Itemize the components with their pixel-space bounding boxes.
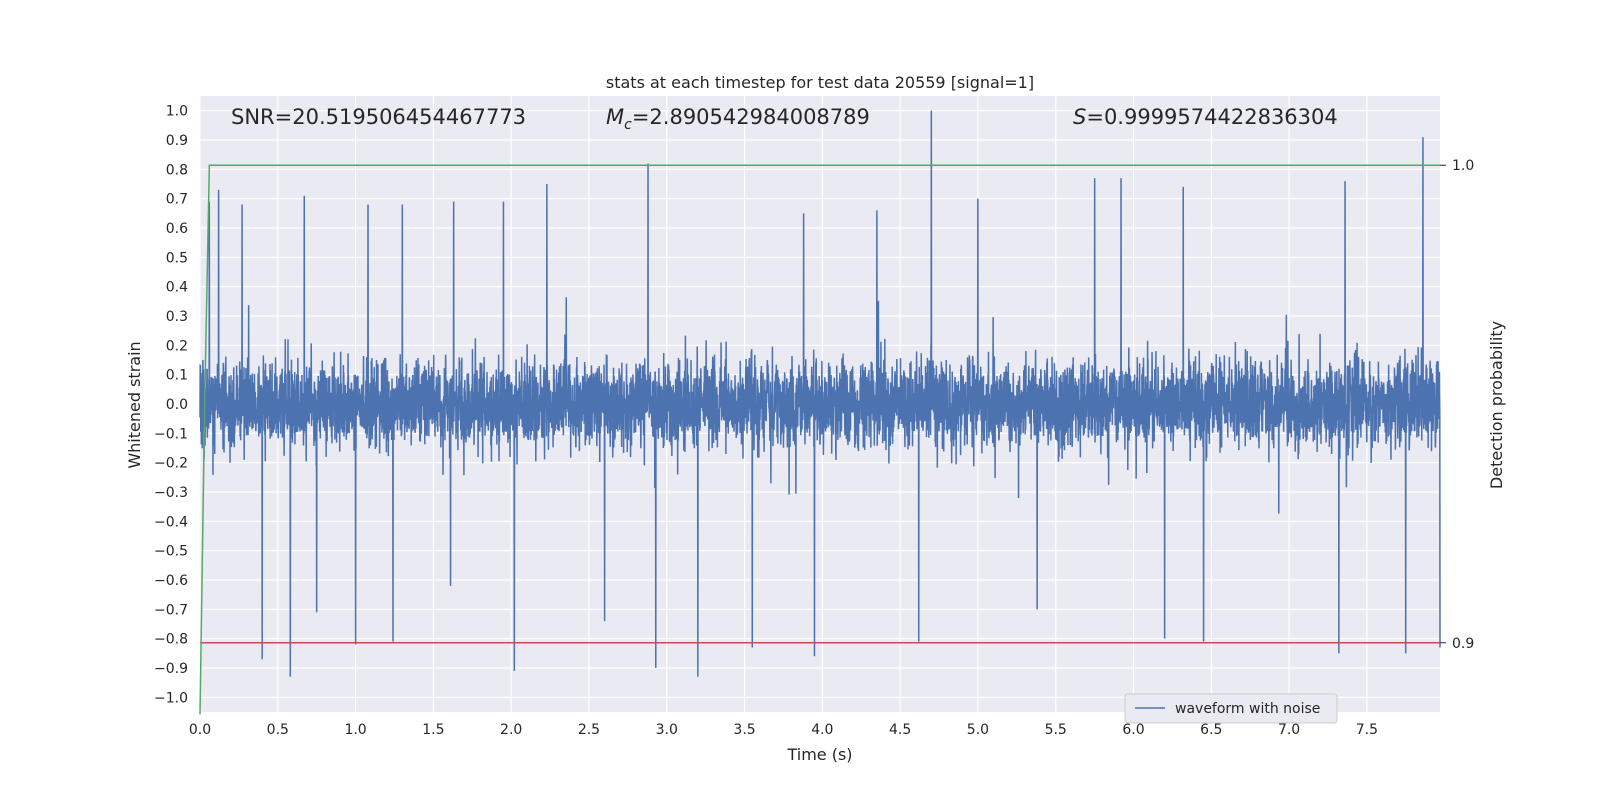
y-tick-label: −0.8 xyxy=(154,632,188,648)
y2-tick-label: 0.9 xyxy=(1452,636,1474,652)
x-tick-label: 6.5 xyxy=(1200,722,1222,738)
x-tick-label: 4.5 xyxy=(889,722,911,738)
y-tick-label: 0.7 xyxy=(166,192,188,208)
x-tick-label: 1.0 xyxy=(344,722,366,738)
chirp-mass-symbol: M xyxy=(606,105,624,129)
legend-box xyxy=(1124,693,1338,724)
y-tick-label: 0.6 xyxy=(166,221,188,237)
series-layer xyxy=(199,110,1441,715)
x-tick-label: 4.0 xyxy=(811,722,833,738)
y-tick-label: 0.1 xyxy=(166,368,188,384)
y2-axis-ticks: 1.0 0.9 xyxy=(1440,158,1474,652)
y-tick-label: 0.2 xyxy=(166,338,188,354)
legend-label-waveform: waveform with noise xyxy=(1175,701,1320,717)
x-tick-label: 2.5 xyxy=(578,722,600,738)
series-waveform-with-noise xyxy=(199,110,1441,677)
x-tick-label: 5.5 xyxy=(1045,722,1067,738)
y-tick-label: 0.5 xyxy=(166,250,188,266)
chirp-mass-annotation: Mc=2.890542984008789 xyxy=(606,105,870,133)
y2-axis-label: Detection probability xyxy=(1487,321,1506,489)
s-annotation: S=0.9999574422836304 xyxy=(1073,105,1338,129)
y2-tick-label: 1.0 xyxy=(1452,158,1474,174)
y-tick-label: −0.3 xyxy=(154,485,188,501)
y-axis-label: Whitened strain xyxy=(125,341,144,468)
x-tick-label: 0.0 xyxy=(189,722,211,738)
y-tick-label: −0.9 xyxy=(154,661,188,677)
chart-title: stats at each timestep for test data 205… xyxy=(606,73,1034,92)
x-axis-label: Time (s) xyxy=(786,745,852,764)
x-axis-ticks: 0.0 0.5 1.0 1.5 2.0 2.5 3.0 3.5 4.0 4.5 5.0 5.5 6.0 6… xyxy=(189,722,1378,738)
y-tick-label: 0.3 xyxy=(166,309,188,325)
y-tick-label: 0.9 xyxy=(166,133,188,149)
y-tick-label: −1.0 xyxy=(154,690,188,706)
x-tick-label: 6.0 xyxy=(1122,722,1144,738)
x-tick-label: 0.5 xyxy=(267,722,289,738)
s-value: =0.9999574422836304 xyxy=(1086,105,1337,129)
y-tick-label: −0.1 xyxy=(154,426,188,442)
legend: waveform with noise xyxy=(1124,693,1338,724)
y-tick-label: −0.7 xyxy=(154,602,188,618)
y-tick-label: −0.4 xyxy=(154,514,188,530)
y-tick-label: 0.4 xyxy=(166,280,188,296)
y-tick-label: 1.0 xyxy=(166,104,188,120)
y-tick-label: −0.5 xyxy=(154,544,188,560)
y-tick-label: −0.6 xyxy=(154,573,188,589)
x-tick-label: 2.0 xyxy=(500,722,522,738)
y-axis-ticks: 1.0 0.9 0.8 0.7 0.6 0.5 0.4 0.3 0.2 0.1 0.0 −0.1 −0.… xyxy=(154,104,188,707)
x-tick-label: 3.5 xyxy=(733,722,755,738)
x-tick-label: 3.0 xyxy=(656,722,678,738)
chirp-mass-value: =2.890542984008789 xyxy=(632,105,870,129)
series-detection-probability xyxy=(199,164,1440,715)
x-tick-label: 7.0 xyxy=(1278,722,1300,738)
y-tick-label: 0.0 xyxy=(166,397,188,413)
y-tick-label: 0.8 xyxy=(166,162,188,178)
x-tick-label: 5.0 xyxy=(967,722,989,738)
x-tick-label: 7.5 xyxy=(1356,722,1378,738)
x-tick-label: 1.5 xyxy=(422,722,444,738)
snr-annotation: SNR=20.519506454467773 xyxy=(231,105,526,129)
chirp-mass-subscript: c xyxy=(624,117,632,133)
s-symbol: S xyxy=(1073,105,1086,129)
y-tick-label: −0.2 xyxy=(154,456,188,472)
